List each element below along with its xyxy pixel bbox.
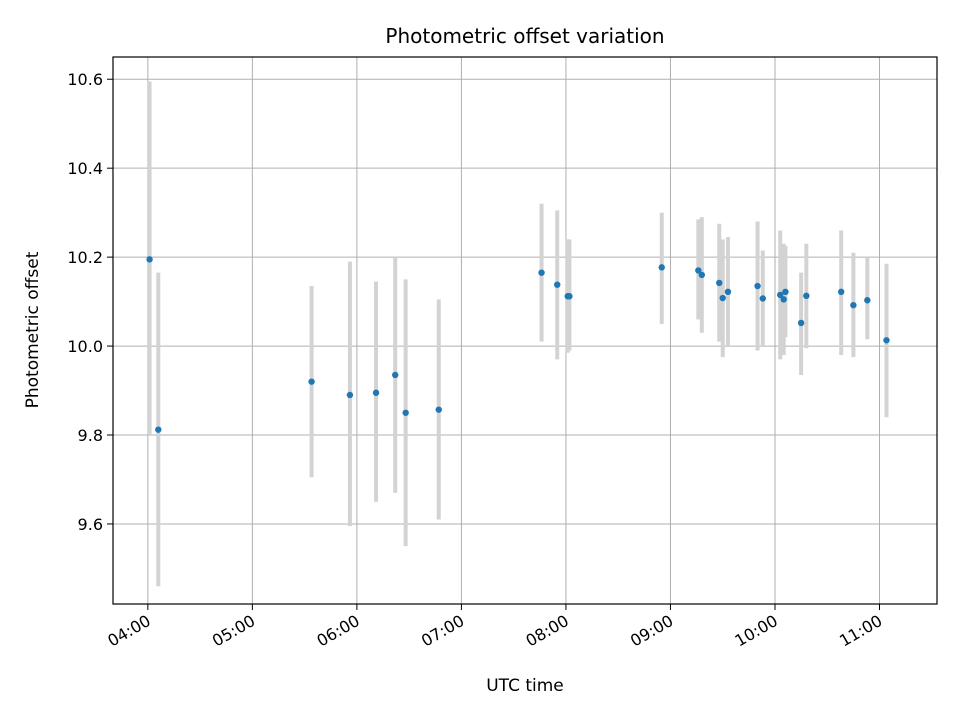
y-axis-ticks: 9.6 9.8 10.0 10.2 10.4 10.6 [67, 70, 113, 534]
x-axis-label: UTC time [486, 676, 564, 696]
data-point [850, 301, 857, 309]
data-point [782, 288, 789, 296]
plot-frame [112, 56, 938, 605]
y-tick-label: 9.6 [78, 515, 103, 534]
y-tick-label: 10.0 [67, 337, 103, 356]
data-point [797, 319, 805, 327]
data-point [308, 378, 315, 385]
data-point [754, 282, 761, 290]
data-points [146, 256, 890, 433]
data-point [864, 297, 871, 304]
data-point [155, 426, 162, 433]
data-point [803, 292, 810, 300]
data-point [346, 391, 354, 399]
data-point [759, 295, 766, 302]
data-point [716, 279, 723, 287]
data-point [695, 267, 702, 274]
y-axis-label: Photometric offset [23, 251, 43, 408]
data-point [566, 293, 573, 300]
data-point [724, 288, 732, 296]
y-tick-label: 10.6 [67, 70, 103, 89]
y-tick-label: 9.8 [78, 426, 103, 445]
data-point [658, 264, 665, 271]
data-point [719, 294, 726, 302]
data-point [698, 271, 706, 279]
chart-title: Photometric offset variation [385, 24, 664, 48]
data-point [146, 256, 153, 263]
data-point [883, 337, 890, 344]
data-point [780, 296, 787, 303]
data-point [554, 281, 561, 288]
data-point [777, 291, 784, 299]
y-tick-label: 10.2 [67, 248, 103, 267]
data-point [435, 406, 442, 413]
data-point [538, 269, 545, 276]
data-point [837, 288, 845, 296]
data-point [372, 389, 380, 396]
data-point [392, 371, 399, 379]
data-point [402, 409, 409, 416]
y-tick-label: 10.4 [67, 159, 103, 178]
